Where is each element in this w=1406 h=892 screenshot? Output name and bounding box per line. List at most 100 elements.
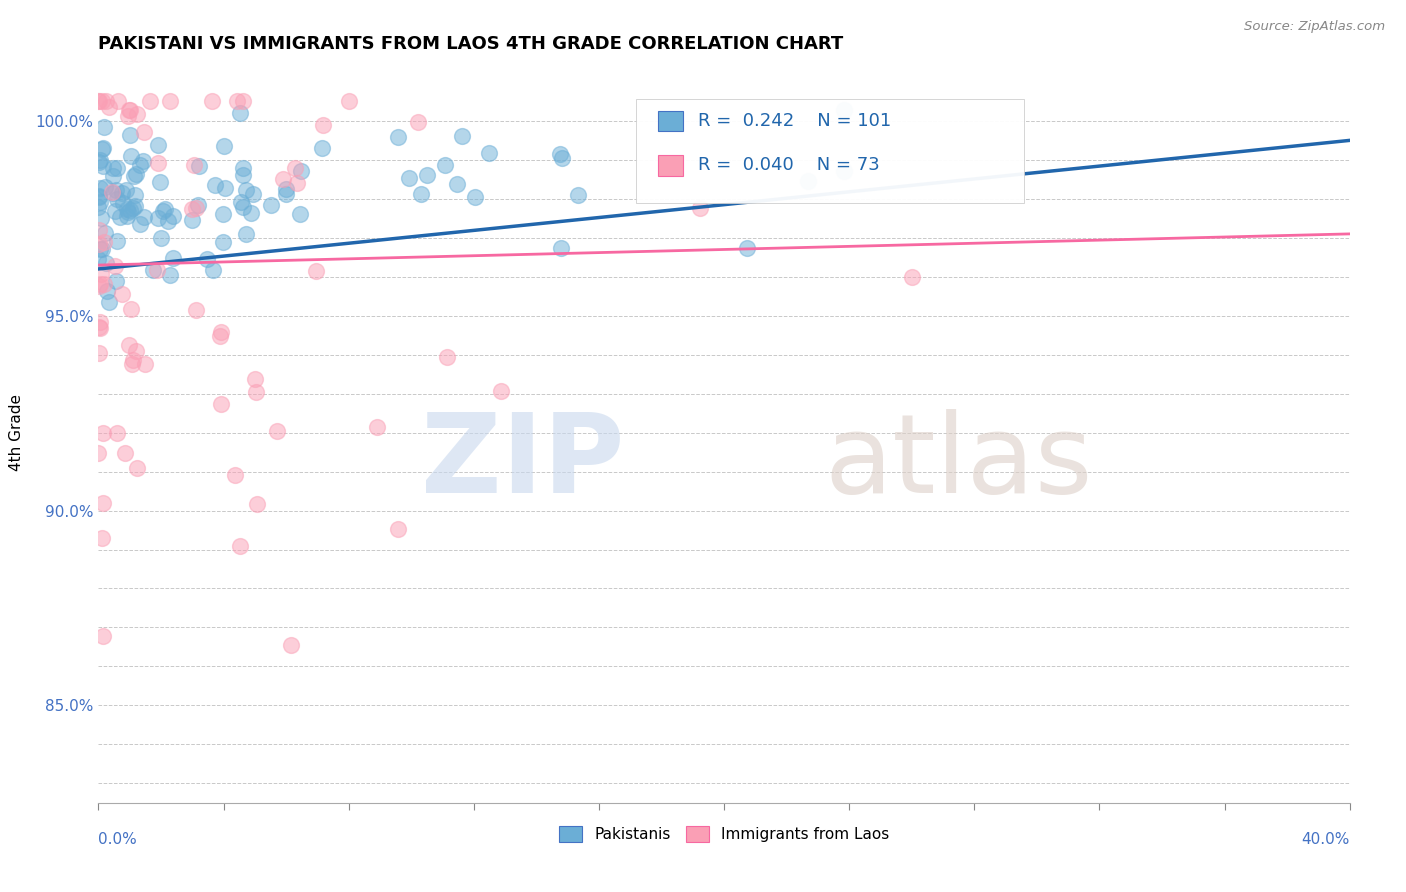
Point — [209, 397, 232, 411]
Point — [101, 161, 124, 175]
Point — [478, 145, 501, 160]
Point — [118, 337, 141, 351]
Legend: Pakistanis, Immigrants from Laos: Pakistanis, Immigrants from Laos — [553, 821, 896, 848]
Point — [93, 277, 115, 291]
Point — [259, 198, 281, 212]
Point — [96, 284, 118, 298]
Point — [311, 140, 333, 154]
Point — [90, 243, 112, 257]
Text: R =  0.242    N = 101: R = 0.242 N = 101 — [697, 112, 891, 130]
Point — [87, 252, 110, 267]
Point — [118, 103, 141, 117]
Point — [797, 173, 820, 187]
Point — [120, 302, 142, 317]
Point — [366, 420, 388, 434]
Point — [312, 118, 335, 132]
Point — [288, 206, 311, 220]
Point — [232, 200, 254, 214]
Point — [162, 210, 184, 224]
Point — [209, 325, 232, 339]
Point — [105, 274, 128, 288]
Point — [186, 302, 208, 317]
Point — [246, 497, 269, 511]
Point — [212, 235, 235, 250]
Point — [229, 106, 252, 120]
Point — [91, 532, 114, 546]
Point — [387, 522, 409, 536]
Point — [235, 183, 257, 197]
Point — [226, 95, 249, 109]
Point — [121, 357, 143, 371]
Point — [266, 424, 288, 438]
Text: PAKISTANI VS IMMIGRANTS FROM LAOS 4TH GRADE CORRELATION CHART: PAKISTANI VS IMMIGRANTS FROM LAOS 4TH GR… — [98, 35, 844, 53]
Point — [120, 202, 142, 217]
Point — [146, 137, 169, 152]
Point — [89, 243, 111, 257]
Point — [201, 95, 224, 109]
FancyBboxPatch shape — [637, 99, 1025, 203]
Point — [129, 158, 152, 172]
Point — [89, 180, 111, 194]
Point — [271, 171, 294, 186]
Point — [97, 294, 120, 309]
Point — [406, 115, 429, 129]
Point — [89, 277, 111, 291]
Point — [195, 252, 218, 267]
Point — [110, 210, 132, 224]
Point — [110, 287, 132, 301]
Point — [689, 201, 711, 215]
Point — [90, 95, 112, 109]
Point — [87, 222, 110, 236]
Point — [87, 445, 110, 459]
Point — [155, 202, 177, 217]
Point — [245, 384, 267, 399]
Point — [93, 496, 115, 510]
Point — [184, 202, 207, 216]
Text: atlas: atlas — [824, 409, 1092, 516]
Point — [243, 372, 266, 386]
Point — [101, 169, 124, 183]
FancyBboxPatch shape — [658, 111, 683, 131]
Point — [162, 251, 184, 265]
Point — [181, 202, 204, 217]
Point — [107, 95, 129, 109]
Point — [138, 95, 160, 109]
Point — [142, 262, 165, 277]
Y-axis label: 4th Grade: 4th Grade — [10, 394, 24, 471]
Point — [451, 128, 474, 143]
Point — [94, 256, 117, 270]
Point — [94, 180, 117, 194]
Point — [93, 629, 115, 643]
Point — [121, 202, 143, 216]
Point — [550, 151, 572, 165]
Point — [89, 188, 111, 202]
Point — [97, 100, 120, 114]
Point — [285, 176, 308, 190]
Point — [89, 345, 111, 359]
Point — [115, 209, 138, 223]
Point — [127, 460, 149, 475]
Point — [105, 234, 128, 248]
Point — [103, 186, 125, 201]
Point — [134, 125, 156, 139]
Point — [434, 158, 457, 172]
Point — [212, 139, 235, 153]
Point — [87, 200, 110, 214]
Point — [91, 160, 114, 174]
Text: ZIP: ZIP — [420, 409, 624, 516]
Point — [550, 241, 572, 255]
Text: 0.0%: 0.0% — [98, 832, 138, 847]
Point — [156, 214, 179, 228]
Point — [409, 187, 432, 202]
Point — [204, 178, 226, 192]
Point — [94, 226, 117, 240]
Point — [87, 154, 110, 169]
Point — [134, 357, 156, 371]
Point — [91, 425, 114, 440]
Point — [274, 187, 297, 202]
Point — [125, 168, 148, 182]
Point — [87, 95, 110, 109]
Point — [101, 185, 124, 199]
Point — [305, 264, 328, 278]
Point — [387, 129, 409, 144]
